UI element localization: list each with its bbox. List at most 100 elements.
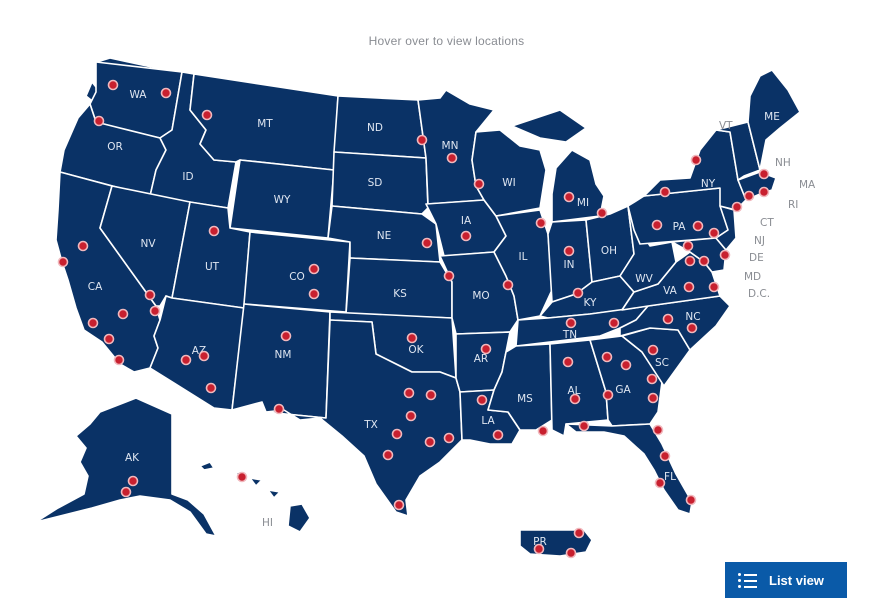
location-marker[interactable] [685,494,697,506]
location-marker[interactable] [421,237,433,249]
location-marker[interactable] [651,219,663,231]
location-marker[interactable] [93,115,105,127]
location-marker[interactable] [87,317,99,329]
location-marker[interactable] [565,317,577,329]
location-marker[interactable] [391,428,403,440]
location-marker[interactable] [731,201,743,213]
location-marker[interactable] [201,109,213,121]
location-marker[interactable] [149,305,161,317]
location-marker[interactable] [572,287,584,299]
location-marker[interactable] [492,429,504,441]
location-marker[interactable] [205,382,217,394]
location-marker[interactable] [403,387,415,399]
location-marker[interactable] [144,289,156,301]
location-marker[interactable] [480,343,492,355]
location-marker[interactable] [443,432,455,444]
location-marker[interactable] [692,220,704,232]
location-marker[interactable] [569,393,581,405]
location-marker[interactable] [425,389,437,401]
location-marker[interactable] [127,475,139,487]
location-marker[interactable] [563,191,575,203]
location-marker[interactable] [686,322,698,334]
location-marker[interactable] [708,281,720,293]
location-marker[interactable] [758,168,770,180]
location-marker[interactable] [273,403,285,415]
location-marker[interactable] [708,227,720,239]
location-marker[interactable] [120,486,132,498]
location-marker[interactable] [308,288,320,300]
location-marker[interactable] [443,270,455,282]
location-marker[interactable] [460,230,472,242]
location-marker[interactable] [405,410,417,422]
location-marker[interactable] [698,255,710,267]
location-marker[interactable] [601,351,613,363]
location-marker[interactable] [57,256,69,268]
location-marker[interactable] [758,186,770,198]
svg-text:WY: WY [274,194,291,206]
location-marker[interactable] [117,308,129,320]
location-marker[interactable] [476,394,488,406]
svg-text:RI: RI [788,199,798,211]
location-marker[interactable] [535,217,547,229]
location-markers[interactable] [57,79,770,559]
location-marker[interactable] [562,356,574,368]
list-view-button[interactable]: List view [725,562,847,598]
state-tx[interactable] [265,319,463,517]
location-marker[interactable] [683,281,695,293]
location-marker[interactable] [382,449,394,461]
location-marker[interactable] [103,333,115,345]
location-marker[interactable] [406,332,418,344]
location-marker[interactable] [578,420,590,432]
location-marker[interactable] [180,354,192,366]
location-marker[interactable] [416,134,428,146]
location-marker[interactable] [690,154,702,166]
location-marker[interactable] [652,424,664,436]
svg-text:PA: PA [673,221,687,233]
location-marker[interactable] [646,373,658,385]
location-marker[interactable] [208,225,220,237]
location-marker[interactable] [659,450,671,462]
location-marker[interactable] [654,477,666,489]
location-marker[interactable] [160,87,172,99]
location-marker[interactable] [647,392,659,404]
location-marker[interactable] [446,152,458,164]
location-marker[interactable] [743,190,755,202]
state-nm[interactable] [231,303,331,419]
location-marker[interactable] [77,240,89,252]
location-marker[interactable] [198,350,210,362]
state-hi[interactable] [199,461,311,533]
location-marker[interactable] [236,471,248,483]
state-fl[interactable] [565,423,693,515]
svg-text:IN: IN [564,259,575,271]
state-mi[interactable] [511,109,605,223]
state-sd[interactable] [331,151,429,215]
location-marker[interactable] [424,436,436,448]
location-marker[interactable] [684,255,696,267]
location-marker[interactable] [502,279,514,291]
location-marker[interactable] [113,354,125,366]
location-marker[interactable] [682,240,694,252]
svg-text:VA: VA [663,285,678,297]
location-marker[interactable] [537,425,549,437]
location-marker[interactable] [107,79,119,91]
state-wi[interactable] [471,129,547,217]
location-marker[interactable] [608,317,620,329]
location-marker[interactable] [719,249,731,261]
location-marker[interactable] [573,527,585,539]
location-marker[interactable] [393,499,405,511]
location-marker[interactable] [565,547,577,559]
location-marker[interactable] [659,186,671,198]
state-ak[interactable] [35,397,217,537]
location-marker[interactable] [308,263,320,275]
location-marker[interactable] [563,245,575,257]
location-marker[interactable] [596,207,608,219]
location-marker[interactable] [602,389,614,401]
location-marker[interactable] [473,178,485,190]
location-marker[interactable] [533,543,545,555]
location-marker[interactable] [647,344,659,356]
location-marker[interactable] [662,313,674,325]
location-marker[interactable] [620,359,632,371]
state-me[interactable] [747,69,801,171]
location-marker[interactable] [280,330,292,342]
